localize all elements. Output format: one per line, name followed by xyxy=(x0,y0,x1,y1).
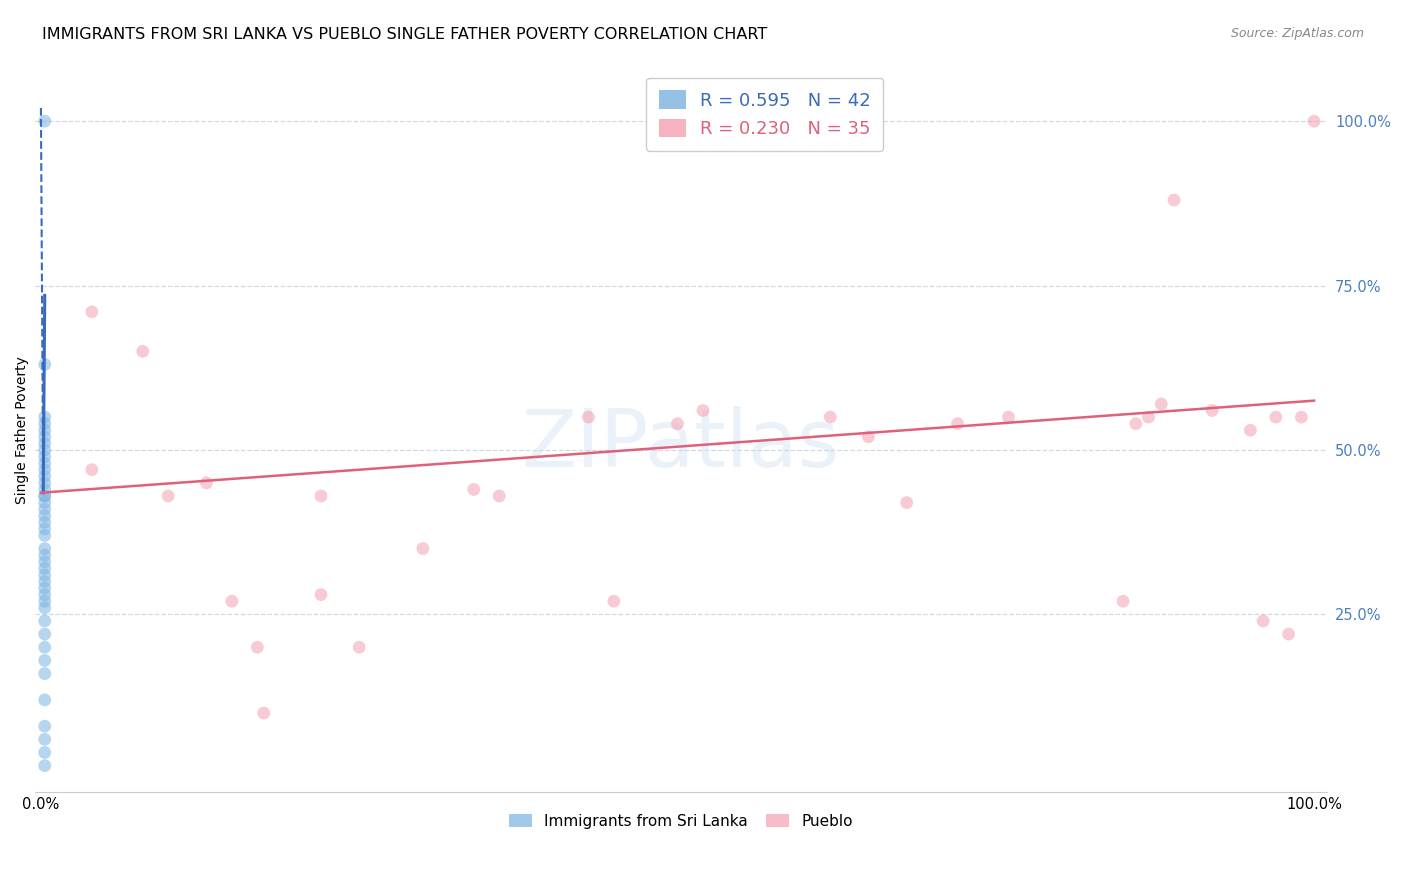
Point xyxy=(34,719,56,733)
Point xyxy=(34,423,56,437)
Point xyxy=(34,516,56,530)
Point xyxy=(157,489,180,503)
Point xyxy=(1125,417,1147,431)
Point xyxy=(488,489,510,503)
Point xyxy=(666,417,689,431)
Point xyxy=(34,758,56,772)
Point xyxy=(34,594,56,608)
Text: Source: ZipAtlas.com: Source: ZipAtlas.com xyxy=(1230,27,1364,40)
Point xyxy=(34,528,56,542)
Point xyxy=(896,495,918,509)
Point xyxy=(1291,410,1313,425)
Point xyxy=(576,410,599,425)
Text: ZIPatlas: ZIPatlas xyxy=(522,406,839,483)
Point xyxy=(692,403,714,417)
Text: IMMIGRANTS FROM SRI LANKA VS PUEBLO SINGLE FATHER POVERTY CORRELATION CHART: IMMIGRANTS FROM SRI LANKA VS PUEBLO SING… xyxy=(42,27,768,42)
Point xyxy=(34,469,56,483)
Point xyxy=(34,430,56,444)
Point xyxy=(858,430,880,444)
Point xyxy=(34,581,56,595)
Point xyxy=(34,450,56,464)
Point xyxy=(34,475,56,490)
Point xyxy=(34,693,56,707)
Point xyxy=(34,417,56,431)
Point xyxy=(34,114,56,128)
Point xyxy=(34,358,56,372)
Point xyxy=(1112,594,1135,608)
Point xyxy=(997,410,1019,425)
Point xyxy=(34,732,56,747)
Point xyxy=(34,489,56,503)
Point xyxy=(1264,410,1286,425)
Point xyxy=(34,483,56,497)
Point xyxy=(246,640,269,655)
Point xyxy=(195,475,218,490)
Point xyxy=(1251,614,1274,628)
Point xyxy=(34,627,56,641)
Point xyxy=(34,568,56,582)
Point xyxy=(34,574,56,589)
Point xyxy=(347,640,370,655)
Point xyxy=(603,594,626,608)
Point xyxy=(132,344,155,359)
Point xyxy=(34,522,56,536)
Point xyxy=(34,463,56,477)
Point xyxy=(34,746,56,760)
Point xyxy=(1303,114,1326,128)
Point xyxy=(80,463,103,477)
Point xyxy=(34,541,56,556)
Point xyxy=(34,640,56,655)
Point xyxy=(34,614,56,628)
Point xyxy=(34,442,56,457)
Point xyxy=(221,594,243,608)
Legend: Immigrants from Sri Lanka, Pueblo: Immigrants from Sri Lanka, Pueblo xyxy=(502,807,859,835)
Point xyxy=(34,502,56,516)
Point xyxy=(34,489,56,503)
Point xyxy=(34,548,56,562)
Point xyxy=(34,410,56,425)
Point xyxy=(34,588,56,602)
Point xyxy=(80,305,103,319)
Y-axis label: Single Father Poverty: Single Father Poverty xyxy=(15,356,30,504)
Point xyxy=(1163,193,1185,207)
Point xyxy=(309,489,332,503)
Point xyxy=(820,410,842,425)
Point xyxy=(1277,627,1299,641)
Point xyxy=(34,495,56,509)
Point xyxy=(1239,423,1261,437)
Point xyxy=(34,600,56,615)
Point xyxy=(412,541,434,556)
Point xyxy=(463,483,485,497)
Point xyxy=(34,561,56,575)
Point xyxy=(34,666,56,681)
Point xyxy=(946,417,969,431)
Point xyxy=(1150,397,1173,411)
Point xyxy=(34,653,56,667)
Point xyxy=(309,588,332,602)
Point xyxy=(1137,410,1160,425)
Point xyxy=(34,436,56,450)
Point xyxy=(34,508,56,523)
Point xyxy=(253,706,276,720)
Point xyxy=(1201,403,1223,417)
Point xyxy=(34,555,56,569)
Point xyxy=(34,456,56,470)
